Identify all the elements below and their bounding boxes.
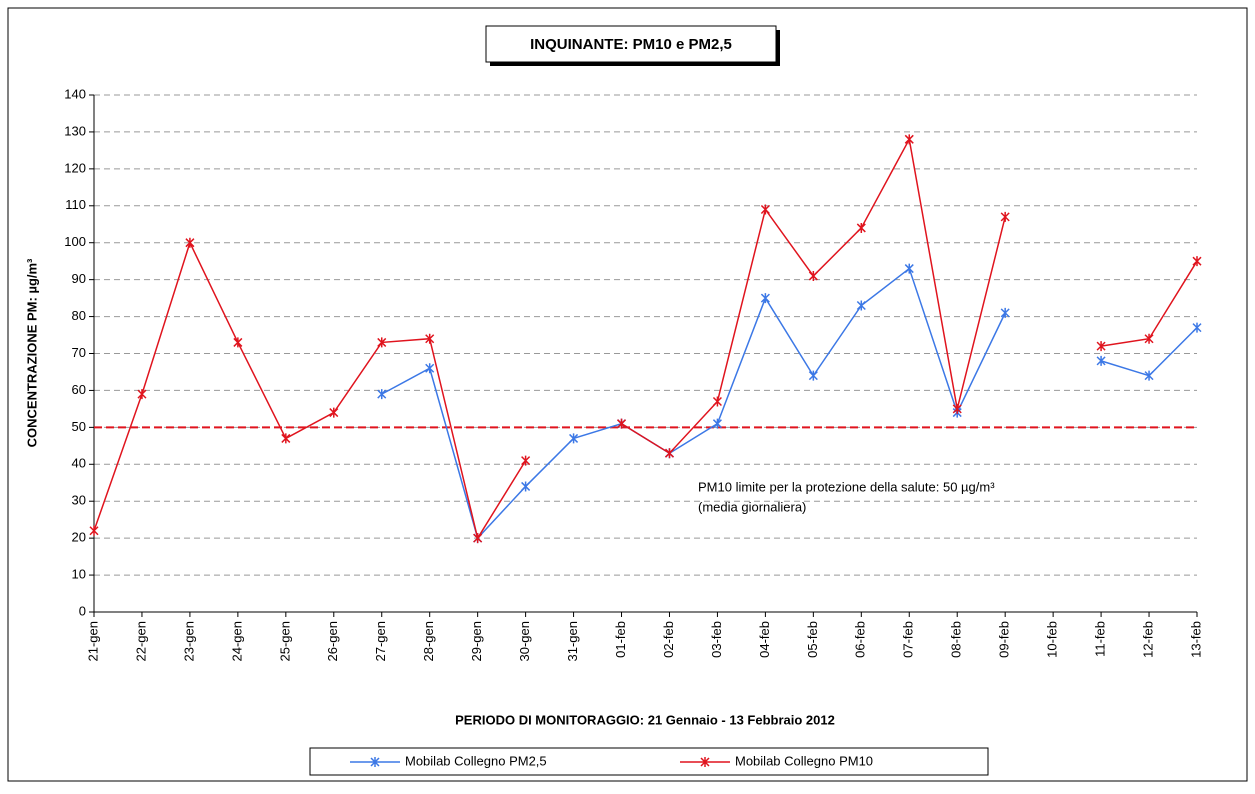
y-tick-label: 30 xyxy=(72,493,86,508)
marker xyxy=(1144,333,1154,344)
y-tick-label: 110 xyxy=(65,197,86,212)
marker xyxy=(760,293,770,304)
marker xyxy=(370,757,380,767)
x-tick-label: 12-feb xyxy=(1140,621,1155,658)
marker xyxy=(281,433,291,444)
y-tick-label: 10 xyxy=(72,567,86,582)
marker xyxy=(904,134,914,145)
y-tick-label: 70 xyxy=(72,345,86,360)
x-axis-title: PERIODO DI MONITORAGGIO: 21 Gennaio - 13… xyxy=(455,712,835,727)
marker xyxy=(329,407,339,418)
marker xyxy=(712,418,722,429)
x-tick-label: 04-feb xyxy=(757,621,772,658)
x-tick-label: 13-feb xyxy=(1188,621,1203,658)
marker xyxy=(664,448,675,459)
x-tick-label: 24-gen xyxy=(229,621,244,661)
x-tick-label: 08-feb xyxy=(949,621,964,658)
marker xyxy=(521,455,531,466)
y-tick-label: 20 xyxy=(72,530,86,545)
marker xyxy=(89,525,99,536)
title-box xyxy=(485,25,777,63)
marker xyxy=(233,337,243,348)
x-tick-label: 21-gen xyxy=(85,621,100,661)
y-tick-label: 80 xyxy=(72,308,86,323)
marker xyxy=(1192,256,1202,267)
marker xyxy=(712,396,722,407)
x-tick-label: 26-gen xyxy=(325,621,340,661)
marker xyxy=(1000,307,1010,318)
x-tick-label: 10-feb xyxy=(1045,621,1060,658)
x-tick-label: 02-feb xyxy=(661,621,676,658)
x-tick-label: 23-gen xyxy=(181,621,196,661)
x-tick-label: 11-feb xyxy=(1093,621,1108,657)
y-tick-label: 50 xyxy=(72,419,86,434)
y-tick-label: 60 xyxy=(72,382,86,397)
y-tick-label: 120 xyxy=(64,160,86,175)
x-tick-label: 03-feb xyxy=(709,621,724,658)
x-tick-label: 22-gen xyxy=(133,621,148,661)
x-tick-label: 05-feb xyxy=(805,621,820,658)
marker xyxy=(856,300,866,311)
legend-label: Mobilab Collegno PM10 xyxy=(735,753,873,768)
x-tick-label: 29-gen xyxy=(469,621,484,661)
x-tick-label: 07-feb xyxy=(901,621,916,658)
marker xyxy=(377,337,387,348)
marker xyxy=(425,333,435,344)
marker xyxy=(137,389,147,400)
y-tick-label: 100 xyxy=(64,234,86,249)
annotation: PM10 limite per la protezione della salu… xyxy=(698,479,995,494)
x-tick-label: 28-gen xyxy=(421,621,436,661)
chart-title: INQUINANTE: PM10 e PM2,5 xyxy=(530,36,732,53)
y-tick-label: 90 xyxy=(72,271,86,286)
marker xyxy=(1000,211,1010,222)
marker xyxy=(425,363,435,374)
y-tick-label: 140 xyxy=(64,86,86,101)
marker xyxy=(1144,370,1154,381)
marker xyxy=(1096,355,1106,366)
legend-label: Mobilab Collegno PM2,5 xyxy=(405,753,547,768)
chart-frame xyxy=(7,7,1248,782)
legend-box xyxy=(309,747,989,776)
marker xyxy=(569,433,579,444)
x-tick-label: 31-gen xyxy=(565,621,580,661)
marker xyxy=(952,403,962,414)
marker xyxy=(616,418,627,429)
y-tick-label: 40 xyxy=(72,456,86,471)
x-tick-label: 27-gen xyxy=(373,621,388,661)
marker xyxy=(1192,322,1202,333)
marker xyxy=(185,237,195,248)
marker xyxy=(377,389,387,400)
y-tick-label: 0 xyxy=(79,603,86,618)
marker xyxy=(808,270,818,281)
x-tick-label: 01-feb xyxy=(613,621,628,658)
marker xyxy=(904,263,914,274)
x-tick-label: 30-gen xyxy=(517,621,532,661)
y-tick-label: 130 xyxy=(64,123,86,138)
marker xyxy=(700,757,710,767)
x-tick-label: 09-feb xyxy=(997,621,1012,658)
marker xyxy=(856,222,866,233)
marker xyxy=(521,481,531,492)
marker xyxy=(473,533,483,544)
marker xyxy=(808,370,818,381)
annotation: (media giornaliera) xyxy=(698,499,806,514)
marker xyxy=(1096,341,1106,352)
x-tick-label: 06-feb xyxy=(853,621,868,658)
marker xyxy=(760,204,770,215)
y-axis-title: CONCENTRAZIONE PM: µg/m³ xyxy=(24,258,39,447)
x-tick-label: 25-gen xyxy=(277,621,292,661)
